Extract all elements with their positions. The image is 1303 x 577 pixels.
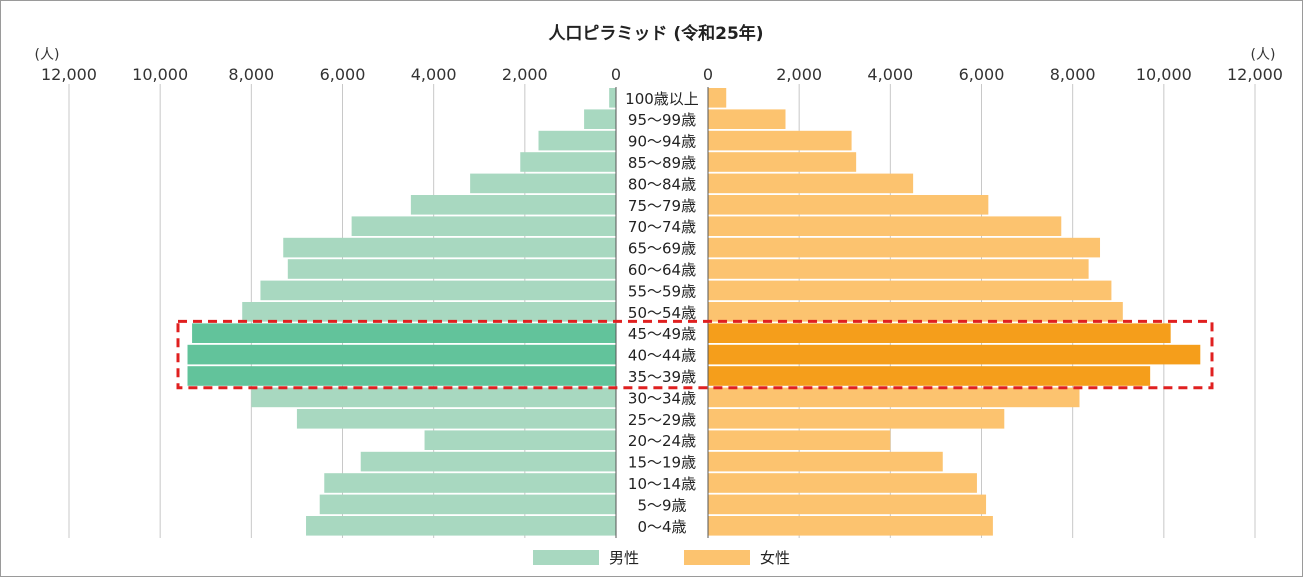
unit-label-left: (人) <box>35 47 60 63</box>
bar-female <box>708 109 786 129</box>
tick-label-left: 4,000 <box>411 65 457 84</box>
age-group-label: 80〜84歳 <box>628 175 696 193</box>
age-group-label: 10〜14歳 <box>628 475 696 493</box>
bar-female <box>708 366 1151 386</box>
bar-male <box>470 173 616 194</box>
bar-male <box>187 366 616 386</box>
bar-female <box>708 259 1089 279</box>
tick-label-left: 8,000 <box>228 65 274 84</box>
age-group-label: 25〜29歳 <box>628 411 696 429</box>
legend-label-male: 男性 <box>609 549 639 567</box>
chart-title: 人口ピラミッド (令和25年) <box>548 23 763 44</box>
bar-female <box>708 280 1112 301</box>
age-group-label: 45〜49歳 <box>628 325 696 343</box>
age-group-label: 15〜19歳 <box>628 454 696 472</box>
legend-swatch-male <box>533 550 599 565</box>
age-group-label: 95〜99歳 <box>628 111 696 129</box>
age-group-label: 55〜59歳 <box>628 282 696 300</box>
age-group-label: 85〜89歳 <box>628 154 696 172</box>
age-group-label: 40〜44歳 <box>628 347 696 365</box>
bar-male <box>584 109 616 129</box>
age-group-label: 50〜54歳 <box>628 304 696 322</box>
bar-female <box>708 237 1101 258</box>
age-group-label: 30〜34歳 <box>628 389 696 407</box>
bar-female <box>708 451 943 472</box>
bar-male <box>242 302 616 322</box>
bar-female <box>708 302 1123 322</box>
age-group-label: 35〜39歳 <box>628 368 696 386</box>
bar-female <box>708 173 914 194</box>
axes: 12,000 10,000 8,000 6,000 4,000 2,000 0 0 2,000 4… <box>41 65 1283 538</box>
tick-label-right: 8,000 <box>1050 65 1096 84</box>
bar-male <box>324 473 616 493</box>
bar-male <box>260 280 616 301</box>
age-group-label: 65〜69歳 <box>628 240 696 258</box>
bar-female <box>708 409 1005 429</box>
bar-male <box>319 494 616 515</box>
tick-label-right: 10,000 <box>1136 65 1192 84</box>
age-group-label: 60〜64歳 <box>628 261 696 279</box>
bar-male <box>410 195 616 215</box>
legend-label-female: 女性 <box>760 549 790 567</box>
tick-label-right: 4,000 <box>867 65 913 84</box>
tick-label-left: 12,000 <box>41 65 97 84</box>
age-group-label: 90〜94歳 <box>628 133 696 151</box>
bar-female <box>708 216 1062 236</box>
tick-label-right: 12,000 <box>1227 65 1283 84</box>
bar-male <box>251 387 617 408</box>
bar-female <box>708 430 891 450</box>
bar-female <box>708 323 1171 343</box>
tick-label-right: 2,000 <box>776 65 822 84</box>
bar-male <box>609 88 616 108</box>
bar-male <box>360 451 616 472</box>
bars <box>187 88 1201 536</box>
text: 人口ピラミッド (令和25年) (人) (人) <box>35 23 1276 63</box>
bar-female <box>708 344 1201 365</box>
tick-label-left: 10,000 <box>132 65 188 84</box>
bar-female <box>708 494 987 515</box>
tick-label-right: 6,000 <box>959 65 1005 84</box>
age-group-label: 70〜74歳 <box>628 218 696 236</box>
bar-female <box>708 88 727 108</box>
age-group-label: 100歳以上 <box>625 90 699 108</box>
bar-female <box>708 152 857 172</box>
age-group-label: 20〜24歳 <box>628 432 696 450</box>
tick-label-left: 6,000 <box>320 65 366 84</box>
highlight-box <box>176 319 1214 390</box>
bar-female <box>708 130 852 151</box>
tick-label-left: 2,000 <box>502 65 548 84</box>
legend-swatch-female <box>684 550 750 565</box>
bar-male <box>351 216 616 236</box>
bar-male <box>296 409 616 429</box>
bar-male <box>192 323 616 343</box>
labels: 100歳以上 95〜99歳 90〜94歳 85〜89歳 80〜84歳 75〜79歳 70〜7… <box>176 90 1214 536</box>
bar-male <box>520 152 616 172</box>
tick-label-left: 0 <box>611 65 621 84</box>
bar-female <box>708 473 977 493</box>
age-group-label: 0〜4歳 <box>637 518 686 536</box>
bar-male <box>538 130 616 151</box>
bar-female <box>708 387 1080 408</box>
tick-label-right: 0 <box>703 65 713 84</box>
bar-female <box>708 516 993 536</box>
bar-male <box>287 259 616 279</box>
legend: 男性 女性 <box>533 549 790 567</box>
age-group-label: 5〜9歳 <box>637 496 686 514</box>
bar-female <box>708 195 989 215</box>
bar-male <box>283 237 616 258</box>
unit-label-right: (人) <box>1251 47 1276 63</box>
age-group-label: 75〜79歳 <box>628 197 696 215</box>
bar-male <box>424 430 616 450</box>
bar-male <box>306 516 616 536</box>
bar-male <box>187 344 616 365</box>
